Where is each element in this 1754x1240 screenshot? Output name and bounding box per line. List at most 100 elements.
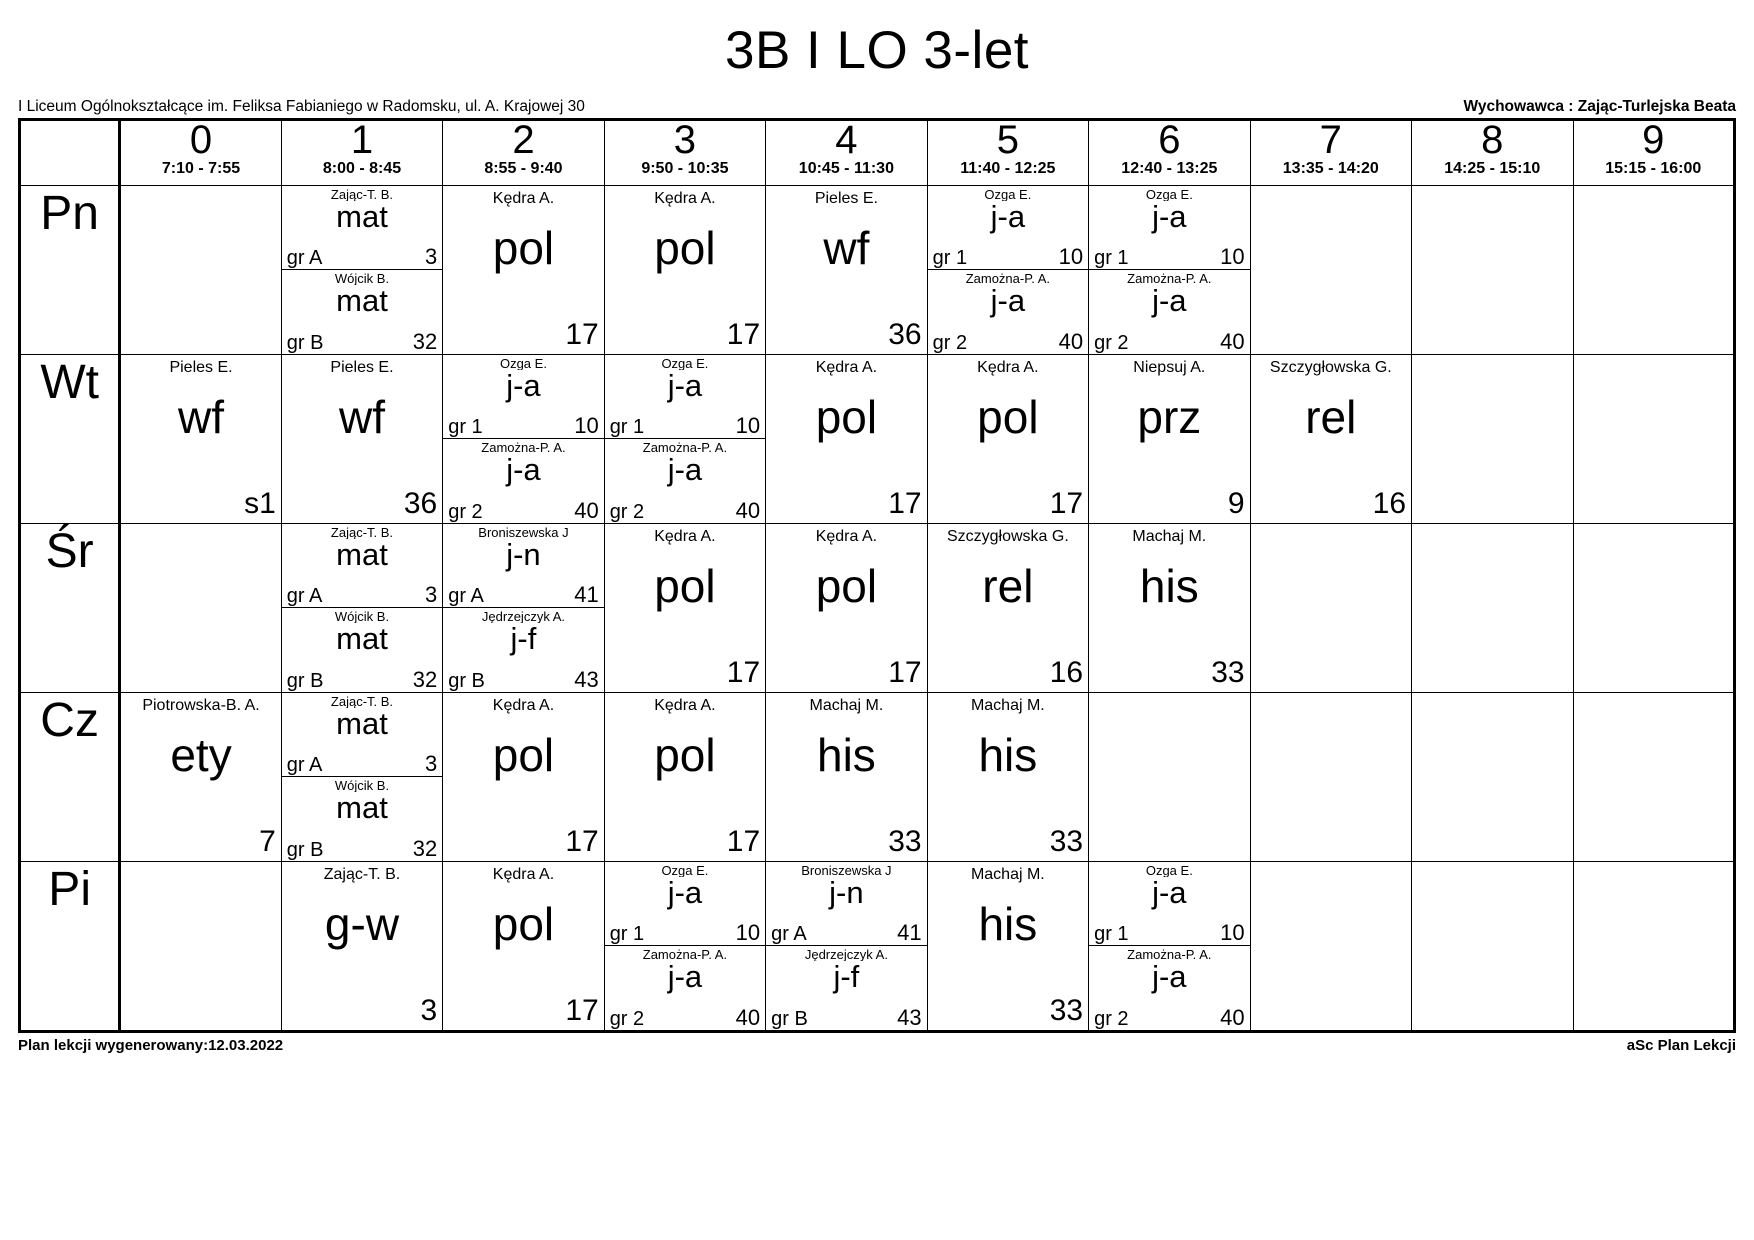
lesson-block[interactable]: Kędra A. pol 17 (605, 524, 765, 692)
lesson-block[interactable]: Jędrzejczyk A. j-f gr B 43 (766, 946, 926, 1030)
lesson-block[interactable]: Szczygłowska G. rel 16 (1251, 355, 1411, 523)
lesson-cell-empty[interactable] (1249, 184, 1413, 355)
lesson-cell-empty[interactable] (119, 860, 282, 1032)
lesson-block[interactable]: Pieles E. wf 36 (766, 186, 926, 354)
lesson-cell-empty[interactable] (1572, 691, 1735, 862)
lesson-cell-empty[interactable] (1411, 353, 1574, 524)
lesson-cell-empty[interactable] (1088, 691, 1251, 862)
lesson-block[interactable]: Ozga E. j-a gr 1 10 (1089, 186, 1250, 270)
lesson-cell[interactable]: Ozga E. j-a gr 1 10 Zamożna-P. A. j-a gr 2 40 (603, 353, 767, 524)
lesson-cell-empty[interactable] (1249, 860, 1413, 1032)
lesson-cell[interactable]: Kędra A. pol 17 (765, 522, 928, 693)
lesson-cell-empty[interactable] (1411, 691, 1574, 862)
lesson-cell[interactable]: Niepsuj A. prz 9 (1088, 353, 1251, 524)
lesson-cell[interactable]: Ozga E. j-a gr 1 10 Zamożna-P. A. j-a gr 2 40 (926, 184, 1090, 355)
lesson-cell[interactable]: Machaj M. his 33 (926, 860, 1090, 1032)
lesson-block[interactable]: Ozga E. j-a gr 1 10 (443, 355, 604, 439)
lesson-block[interactable]: Niepsuj A. prz 9 (1089, 355, 1249, 523)
lesson-block[interactable]: Zając-T. B. mat gr A 3 (281, 186, 443, 270)
lesson-cell-empty[interactable] (119, 522, 282, 693)
split-lesson: Ozga E. j-a gr 1 10 Zamożna-P. A. j-a gr 2 40 (1089, 862, 1250, 1030)
lesson-cell-empty[interactable] (1249, 522, 1413, 693)
lesson-block[interactable]: Zając-T. B. mat gr A 3 (281, 524, 443, 608)
day-label: Pi (18, 860, 122, 1032)
lesson-cell-empty[interactable] (1411, 860, 1574, 1032)
teacher-name: Broniszewska J (478, 524, 569, 540)
lesson-cell[interactable]: Szczygłowska G. rel 16 (926, 522, 1090, 693)
lesson-cell[interactable]: Machaj M. his 33 (765, 691, 928, 862)
lesson-block[interactable]: Zamożna-P. A. j-a gr 2 40 (1089, 270, 1249, 354)
lesson-block[interactable]: Zamożna-P. A. j-a gr 2 40 (605, 946, 765, 1030)
lesson-block[interactable]: Machaj M. his 33 (928, 862, 1088, 1030)
lesson-cell[interactable]: Zając-T. B. g-w 3 (280, 860, 444, 1032)
lesson-block[interactable]: Pieles E. wf 36 (282, 355, 442, 523)
lesson-block[interactable]: Wójcik B. mat gr B 32 (282, 608, 442, 692)
lesson-block[interactable]: Kędra A. pol 17 (766, 524, 926, 692)
lesson-block[interactable]: Ozga E. j-a gr 1 10 (604, 862, 766, 946)
lesson-block[interactable]: Kędra A. pol 17 (605, 693, 765, 861)
lesson-cell[interactable]: Kędra A. pol 17 (603, 691, 767, 862)
lesson-block[interactable]: Piotrowska-B. A. ety 7 (121, 693, 280, 861)
lesson-block[interactable]: Ozga E. j-a gr 1 10 (1089, 862, 1250, 946)
lesson-block[interactable]: Machaj M. his 33 (928, 693, 1088, 861)
lesson-cell[interactable]: Kędra A. pol 17 (926, 353, 1090, 524)
lesson-block[interactable]: Zamożna-P. A. j-a gr 2 40 (605, 439, 765, 523)
lesson-block[interactable]: Machaj M. his 33 (766, 693, 926, 861)
room-number: 10 (1220, 243, 1245, 269)
lesson-block[interactable]: Machaj M. his 33 (1089, 524, 1249, 692)
lesson-cell[interactable]: Zając-T. B. mat gr A 3 Wójcik B. mat gr B 32 (280, 184, 444, 355)
lesson-block[interactable]: Pieles E. wf s1 (121, 355, 280, 523)
lesson-block[interactable]: Wójcik B. mat gr B 32 (282, 777, 442, 861)
lesson-cell[interactable]: Szczygłowska G. rel 16 (1249, 353, 1413, 524)
lesson-cell-empty[interactable] (1572, 353, 1735, 524)
lesson-cell[interactable]: Piotrowska-B. A. ety 7 (119, 691, 282, 862)
lesson-block[interactable]: Szczygłowska G. rel 16 (928, 524, 1088, 692)
lesson-cell[interactable]: Pieles E. wf s1 (119, 353, 282, 524)
lesson-cell[interactable]: Machaj M. his 33 (1088, 522, 1251, 693)
lesson-block[interactable]: Kędra A. pol 17 (443, 186, 603, 354)
lesson-cell[interactable]: Zając-T. B. mat gr A 3 Wójcik B. mat gr B 32 (280, 691, 444, 862)
day-row: Pn Zając-T. B. mat gr A 3 Wójcik B. mat gr B 32 K… (18, 184, 1735, 355)
lesson-block[interactable]: Zamożna-P. A. j-a gr 2 40 (928, 270, 1088, 354)
lesson-cell[interactable]: Ozga E. j-a gr 1 10 Zamożna-P. A. j-a gr 2 40 (1088, 184, 1251, 355)
lesson-block[interactable]: Kędra A. pol 17 (766, 355, 926, 523)
lesson-block[interactable]: Jędrzejczyk A. j-f gr B 43 (443, 608, 603, 692)
room-number: 17 (565, 317, 599, 351)
lesson-block[interactable]: Zamożna-P. A. j-a gr 2 40 (1089, 946, 1249, 1030)
lesson-cell[interactable]: Ozga E. j-a gr 1 10 Zamożna-P. A. j-a gr 2 40 (603, 860, 767, 1032)
lesson-cell-empty[interactable] (1572, 860, 1735, 1032)
lesson-cell-empty[interactable] (1572, 184, 1735, 355)
lesson-cell-empty[interactable] (1411, 184, 1574, 355)
lesson-block[interactable]: Zając-T. B. mat gr A 3 (281, 693, 443, 777)
lesson-cell-empty[interactable] (1411, 522, 1574, 693)
period-header: 7 13:35 - 14:20 (1249, 118, 1413, 186)
lesson-cell-empty[interactable] (1572, 522, 1735, 693)
lesson-cell[interactable]: Zając-T. B. mat gr A 3 Wójcik B. mat gr B 32 (280, 522, 444, 693)
lesson-cell[interactable]: Kędra A. pol 17 (765, 353, 928, 524)
lesson-block[interactable]: Wójcik B. mat gr B 32 (282, 270, 442, 354)
lesson-cell[interactable]: Kędra A. pol 17 (603, 184, 767, 355)
lesson-cell[interactable]: Pieles E. wf 36 (765, 184, 928, 355)
lesson-block[interactable]: Kędra A. pol 17 (605, 186, 765, 354)
lesson-cell-empty[interactable] (1249, 691, 1413, 862)
lesson-block[interactable]: Kędra A. pol 17 (443, 693, 603, 861)
lesson-cell[interactable]: Pieles E. wf 36 (280, 353, 444, 524)
lesson-cell-empty[interactable] (119, 184, 282, 355)
lesson-block[interactable]: Ozga E. j-a gr 1 10 (927, 186, 1089, 270)
lesson-cell[interactable]: Kędra A. pol 17 (603, 522, 767, 693)
lesson-block[interactable]: Zając-T. B. g-w 3 (282, 862, 442, 1030)
lesson-cell[interactable]: Ozga E. j-a gr 1 10 Zamożna-P. A. j-a gr 2 40 (442, 353, 605, 524)
lesson-cell[interactable]: Kędra A. pol 17 (442, 860, 605, 1032)
lesson-block[interactable]: Kędra A. pol 17 (443, 862, 603, 1030)
lesson-block[interactable]: Ozga E. j-a gr 1 10 (604, 355, 766, 439)
lesson-cell[interactable]: Ozga E. j-a gr 1 10 Zamożna-P. A. j-a gr 2 40 (1088, 860, 1251, 1032)
lesson-block[interactable]: Zamożna-P. A. j-a gr 2 40 (443, 439, 603, 523)
lesson-cell[interactable]: Machaj M. his 33 (926, 691, 1090, 862)
lesson-block[interactable]: Kędra A. pol 17 (928, 355, 1088, 523)
lesson-cell[interactable]: Kędra A. pol 17 (442, 691, 605, 862)
lesson-cell[interactable]: Kędra A. pol 17 (442, 184, 605, 355)
